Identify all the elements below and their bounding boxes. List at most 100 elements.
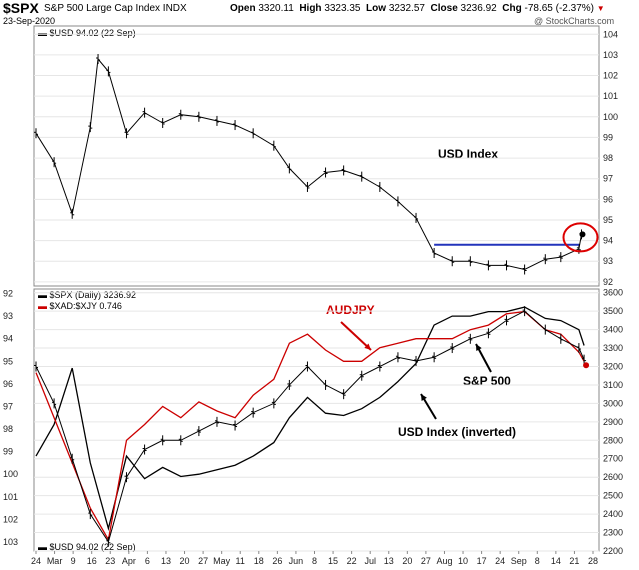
x-axis-tick-label: Jun [289,556,304,566]
high-label: High [299,3,322,14]
usd-axis-tick-label: 104 [603,29,618,39]
ticker-symbol: $SPX [3,0,39,16]
spx-axis-tick-label: 3400 [603,325,623,335]
usd-axis-tick-label: 99 [603,132,613,142]
spx-axis-tick-label: 2600 [603,472,623,482]
usd-axis-tick-label: 94 [603,236,613,246]
usd-legend-label: $USD 94.02 (22 Sep) [49,28,136,38]
down-arrow-icon: ▼ [596,4,605,13]
x-axis-tick-label: 26 [272,556,282,566]
spx-axis-tick-label: 3000 [603,398,623,408]
usd-inverted-tick-label: 103 [3,537,18,547]
spx-axis-tick-label: 2900 [603,417,623,427]
index-name: S&P 500 Large Cap Index INDX [44,3,187,14]
usd-bottom-legend: ▬ $USD 94.02 (22 Sep) [38,542,136,552]
audjpy-line [35,310,585,542]
x-axis-tick-label: 13 [384,556,394,566]
x-axis-tick-label: 14 [551,556,561,566]
x-axis-tick-label: 27 [421,556,431,566]
low-label: Low [366,3,387,14]
spx-axis-tick-label: 2700 [603,454,623,464]
spx-axis-tick-label: 2300 [603,528,623,538]
usd-axis-tick-label: 93 [603,256,613,266]
audjpy-legend: ▬ $XAD:$XJY 0.746 [38,301,122,311]
usd-axis-tick-label: 101 [603,91,618,101]
x-axis-tick-label: 17 [477,556,487,566]
usd-inverted-tick-label: 101 [3,492,18,502]
audjpy-annotation: AUDJPY [326,303,375,317]
spx-axis-tick-label: 3500 [603,306,623,316]
spx-axis-tick-label: 2400 [603,509,623,519]
audjpy-last-point [583,362,590,369]
spx-axis-tick-label: 2200 [603,546,623,556]
usd-inverted-tick-label: 94 [3,334,13,344]
audjpy-arrow-head [364,343,371,350]
x-axis-tick-label: 6 [145,556,150,566]
usd-bottom-legend-label: $USD 94.02 (22 Sep) [49,542,136,552]
low-value: 3232.57 [388,3,425,14]
x-axis-tick-label: 13 [161,556,171,566]
audjpy-legend-swatch: ▬ [38,301,47,311]
usd-inverted-tick-label: 99 [3,447,13,457]
usd-index-annotation: USD Index [438,147,499,161]
usd-inverted-tick-label: 96 [3,379,13,389]
spx-legend: ▬ $SPX (Daily) 3236.92 [38,290,136,300]
x-axis-tick-label: Sep [511,556,527,566]
usd-panel-frame [33,25,600,287]
open-label: Open [230,3,256,14]
usd-axis-tick-label: 92 [603,277,613,287]
spx-axis-tick-label: 3600 [603,288,623,298]
spx-axis-tick-label: 2800 [603,435,623,445]
open-value: 3320.11 [258,3,294,14]
spx-panel-frame [33,288,600,552]
spx-axis-tick-label: 3200 [603,361,623,371]
high-value: 3323.35 [324,3,361,14]
x-axis-tick-label: 16 [87,556,97,566]
chart-date: 23-Sep-2020 [3,16,56,26]
x-axis-tick-label: May [213,556,231,566]
usd-inverted-tick-label: 95 [3,356,13,366]
x-axis-tick-label: 8 [535,556,540,566]
chg-label: Chg [502,3,522,14]
usd-legend-swatch: ▬ [38,28,47,38]
chg-value: -78.65 (-2.37%) [524,3,594,14]
spx-line [35,310,585,543]
usd-price-line [35,57,582,271]
x-axis-tick-label: 15 [328,556,338,566]
x-axis-tick-label: 28 [588,556,598,566]
x-axis-tick-label: Jul [364,556,376,566]
x-axis-tick-label: 9 [71,556,76,566]
usd-legend: ▬ $USD 94.02 (22 Sep) [38,28,136,38]
x-axis-tick-label: 18 [254,556,264,566]
x-axis-tick-label: Aug [436,556,452,566]
x-axis-tick-label: 11 [236,556,245,566]
spx-arrow-head [476,344,482,351]
usd-inverted-tick-label: 97 [3,401,13,411]
usd-inverted-tick-label: 98 [3,424,13,434]
close-value: 3236.92 [460,3,497,14]
ohlc-readout: Open 3320.11 High 3323.35 Low 3232.57 Cl… [230,3,605,14]
usd-inverted-line [35,306,585,531]
audjpy-arrow [340,321,372,351]
x-axis-tick-label: 24 [495,556,505,566]
x-axis-tick-label: 27 [198,556,208,566]
spx-axis-tick-label: 3100 [603,380,623,390]
x-axis-tick-label: Mar [47,556,63,566]
usd-axis-tick-label: 96 [603,194,613,204]
x-axis-tick-label: 22 [347,556,357,566]
spx-legend-swatch: ▬ [38,290,47,300]
usd-inverted-tick-label: 100 [3,469,18,479]
breakout-highlight-circle [562,222,599,253]
usd-axis-tick-label: 97 [603,174,613,184]
usd-last-point [579,231,586,238]
x-axis-tick-label: 21 [569,556,579,566]
usd-inverted-tick-label: 102 [3,514,18,524]
spx-axis-tick-label: 2500 [603,491,623,501]
x-axis-tick-label: 20 [402,556,412,566]
usd-axis-tick-label: 95 [603,215,613,225]
usd-inverted-tick-label: 92 [3,289,13,299]
usd-inverted-annotation: USD Index (inverted) [398,425,517,439]
usd-axis-tick-label: 98 [603,153,613,163]
spx-legend-label: $SPX (Daily) 3236.92 [49,290,137,300]
